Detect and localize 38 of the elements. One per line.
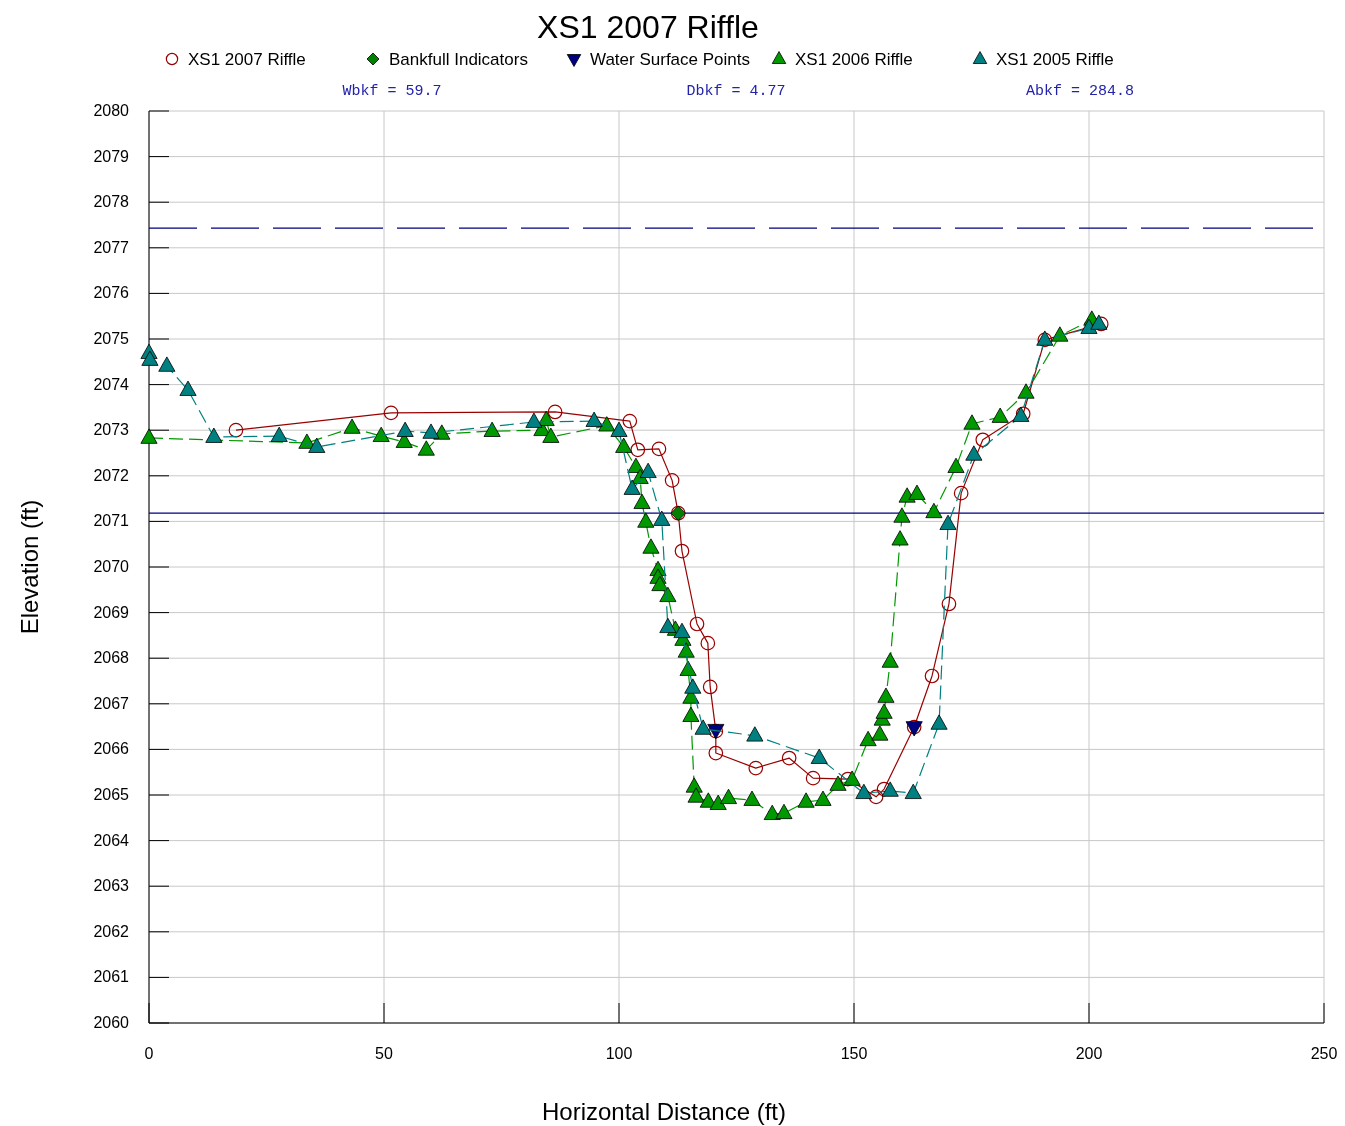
x-tick-label: 100 bbox=[605, 1045, 633, 1062]
legend-label: Bankfull Indicators bbox=[389, 50, 528, 69]
y-tick-label: 2074 bbox=[93, 375, 130, 393]
x-tick-label: 0 bbox=[144, 1045, 154, 1062]
x-tick-label: 200 bbox=[1075, 1045, 1103, 1062]
y-tick-label: 2070 bbox=[93, 558, 130, 575]
legend-label: XS1 2005 Riffle bbox=[996, 50, 1114, 69]
text: Abkf = 284.8 bbox=[1025, 83, 1135, 100]
legend-label: XS1 2007 Riffle bbox=[188, 50, 306, 69]
text: Dbkf = 4.77 bbox=[686, 83, 786, 100]
legend-label: Water Surface Points bbox=[590, 50, 750, 69]
legend-label: XS1 2006 Riffle bbox=[795, 50, 913, 69]
y-tick-label: 2060 bbox=[93, 1014, 130, 1031]
y-axis-title: Elevation (ft) bbox=[16, 499, 43, 635]
chart-title: XS1 2007 Riffle bbox=[537, 9, 759, 45]
y-tick-label: 2066 bbox=[93, 740, 130, 758]
y-tick-label: 2072 bbox=[93, 466, 130, 484]
y-tick-label: 2079 bbox=[93, 147, 130, 165]
y-tick-label: 2065 bbox=[93, 786, 130, 803]
y-tick-label: 2071 bbox=[93, 512, 130, 530]
y-tick-label: 2080 bbox=[93, 102, 130, 119]
x-axis-title: Horizontal Distance (ft) bbox=[541, 1098, 787, 1125]
y-tick-label: 2067 bbox=[93, 694, 130, 712]
y-tick-label: 2073 bbox=[93, 421, 130, 439]
x-tick-label: 50 bbox=[375, 1045, 393, 1062]
y-tick-label: 2062 bbox=[93, 922, 130, 940]
y-tick-label: 2061 bbox=[93, 968, 130, 986]
y-tick-label: 2063 bbox=[93, 877, 130, 895]
y-tick-label: 2075 bbox=[93, 330, 130, 347]
text: Wbkf = 59.7 bbox=[342, 83, 442, 100]
y-tick-label: 2078 bbox=[93, 193, 130, 211]
y-tick-label: 2068 bbox=[93, 649, 130, 667]
y-tick-label: 2064 bbox=[93, 831, 130, 849]
y-tick-label: 2077 bbox=[93, 238, 130, 256]
y-tick-label: 2069 bbox=[93, 603, 130, 621]
x-tick-label: 250 bbox=[1310, 1045, 1338, 1062]
x-tick-label: 150 bbox=[840, 1045, 868, 1062]
y-tick-label: 2076 bbox=[93, 284, 130, 302]
